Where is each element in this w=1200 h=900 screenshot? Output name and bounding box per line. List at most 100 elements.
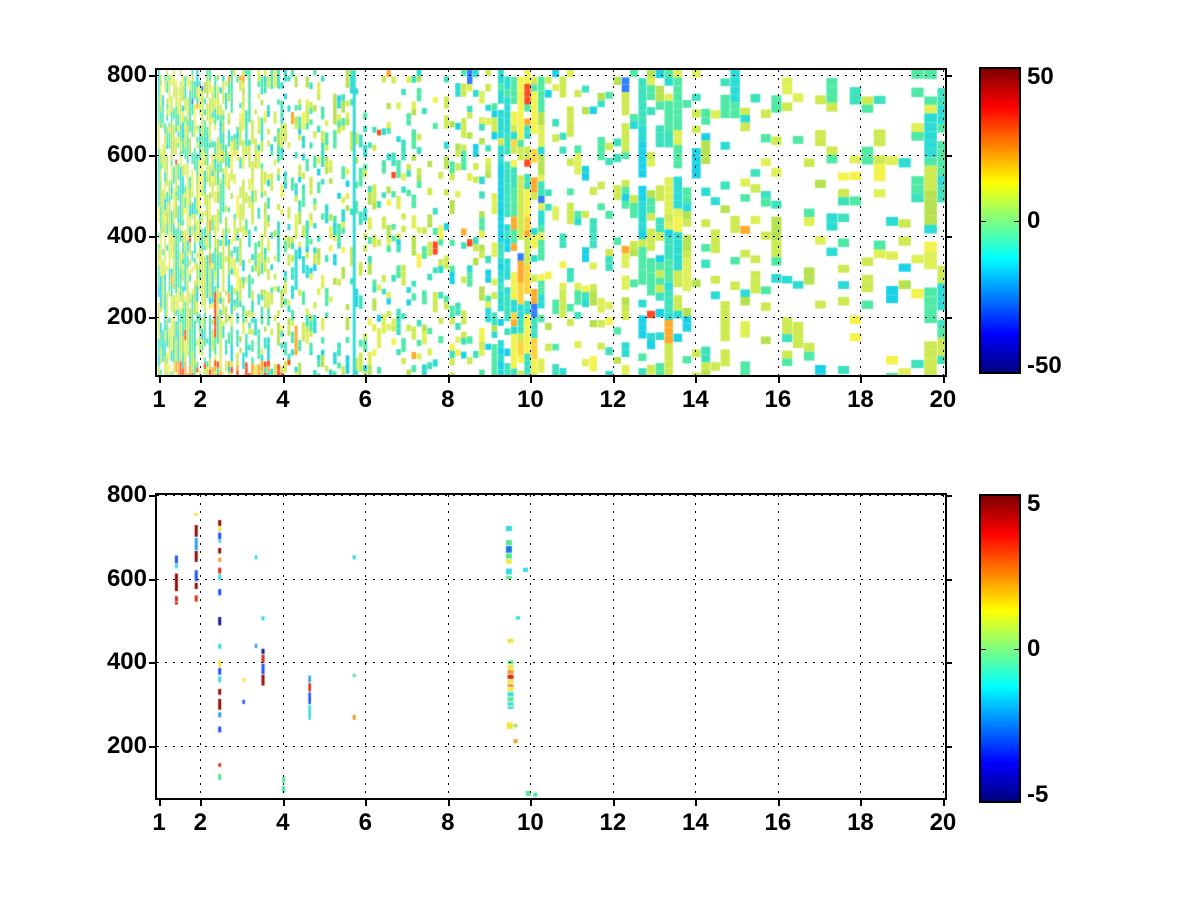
x-gridline [860,495,862,798]
x-tickmark [860,800,863,806]
x-gridline [200,495,202,798]
y-tickmark-right [947,745,952,748]
y-tick-label: 200 [106,302,147,330]
y-tickmark-right [947,235,952,238]
x-tick-label: 6 [358,386,373,413]
x-tick-label: 8 [441,386,455,413]
x-gridline [612,495,614,798]
x-tick-label: 20 [929,386,957,413]
x-gridline [860,70,862,375]
x-gridline [942,70,944,375]
x-gridline [777,495,779,798]
x-tickmark [530,800,533,806]
x-tickmark [612,377,615,383]
x-tickmark [159,377,162,383]
y-tickmark-right [947,74,952,77]
x-tickmark [447,800,450,806]
x-tick-label: 12 [599,809,627,836]
colorbar-tick-label: 5 [1027,490,1041,517]
colorbar-tick-label: 0 [1027,634,1041,662]
x-tick-label: 2 [193,386,207,413]
x-tick-label: 18 [847,809,874,836]
x-gridline [365,70,367,375]
x-gridline [695,70,697,375]
x-gridline [612,70,614,375]
y-gridline [157,235,945,237]
y-tickmark [149,662,155,665]
x-tickmark [860,377,863,383]
x-tickmark [942,800,945,806]
x-gridline [530,495,532,798]
colorbar-tickmark [981,648,986,650]
x-gridline [942,495,944,798]
y-tick-label: 800 [106,60,147,88]
x-gridline [365,495,367,798]
y-tickmark-right [947,316,952,319]
x-tick-label: 16 [764,386,792,413]
x-tickmark [612,800,615,806]
x-tick-label: 8 [441,809,455,836]
y-gridline [157,745,945,747]
x-tickmark [777,377,780,383]
y-tickmark-right [947,578,952,581]
y-tickmark-right [947,495,952,497]
x-tick-label: 1 [152,386,166,413]
y-tickmark [149,74,155,77]
x-tickmark [282,800,285,806]
y-gridline [157,662,945,664]
x-gridline [530,70,532,375]
colorbar-tick-label: 0 [1027,206,1041,234]
heatmap-canvas-bottom [157,495,945,798]
x-gridline [777,70,779,375]
x-tickmark [200,800,203,806]
x-tickmark [695,377,698,383]
x-tick-label: 12 [599,386,627,413]
y-tickmark [149,155,155,158]
colorbar-tick-label: -5 [1027,781,1049,808]
y-tick-label: 800 [106,481,147,508]
x-tick-label: 10 [517,809,544,836]
x-tick-label: 4 [276,386,290,413]
y-tickmark-right [947,155,952,158]
heatmap-panel-bottom [155,493,947,800]
x-gridline [282,495,284,798]
x-tickmark [200,377,203,383]
x-tickmark [777,800,780,806]
y-tickmark [149,235,155,238]
y-tickmark [149,316,155,319]
x-tick-label: 4 [276,809,290,836]
x-tick-label: 2 [193,809,207,836]
colorbar-tickmark [1014,220,1019,222]
x-tickmark [695,800,698,806]
heatmap-canvas-top [157,70,945,375]
colorbar-tick-label: -50 [1027,352,1062,379]
x-gridline [200,70,202,375]
x-tickmark [530,377,533,383]
x-tickmark [365,800,368,806]
y-tickmark [149,578,155,581]
y-gridline [157,155,945,157]
x-tickmark [159,800,162,806]
x-tick-label: 6 [358,809,373,836]
x-tick-label: 14 [682,809,709,836]
y-tick-label: 600 [106,564,147,592]
y-tickmark [149,745,155,748]
y-gridline [157,578,945,580]
x-tick-label: 10 [517,386,544,413]
x-tick-label: 20 [929,809,957,836]
x-tickmark [942,377,945,383]
x-tick-label: 18 [847,386,874,413]
y-gridline [157,316,945,318]
y-tick-label: 400 [106,648,147,676]
y-tickmark-right [947,662,952,665]
y-tick-label: 400 [106,221,147,249]
y-tick-label: 200 [106,731,147,759]
x-tickmark [447,377,450,383]
y-tick-label: 600 [106,141,147,169]
x-gridline [695,495,697,798]
colorbar-tickmark [1014,648,1019,650]
x-tickmark [365,377,368,383]
x-tick-label: 1 [152,809,166,836]
y-gridline [157,74,945,76]
y-gridline [157,495,945,496]
